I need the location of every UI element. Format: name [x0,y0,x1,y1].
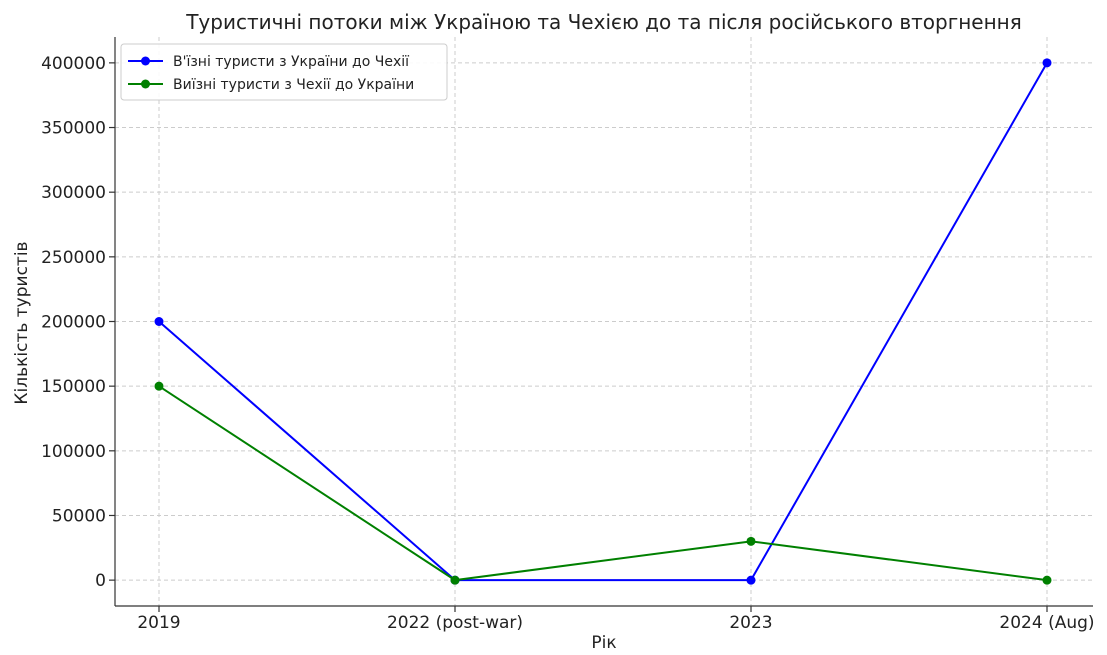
legend-box [120,43,448,101]
y-tick-label: 250000 [41,248,106,268]
data-point [746,536,756,546]
x-tick-label: 2024 (Aug) [999,613,1094,633]
legend-label: Виїзні туристи з Чехії до України [173,77,414,93]
legend: В'їзні туристи з України до Чехії Виїзні … [120,43,448,101]
legend-marker [141,79,150,89]
y-tick-label: 150000 [41,377,106,397]
y-tick-label: 0 [95,571,106,591]
data-point [450,575,460,585]
x-tick-label: 2023 [729,613,772,633]
x-ticks: 2019 2022 (post-war) 2023 2024 (Aug) [137,606,1095,633]
data-point [1042,58,1052,68]
data-point [154,317,164,326]
y-ticks: 0 50000 100000 150000 200000 250000 300000 3500… [41,54,115,591]
data-point [154,381,164,391]
data-point [1042,575,1052,585]
x-tick-label: 2022 (post-war) [387,613,523,633]
chart-title: Туристичні потоки між Україною та Чехією… [185,10,1022,34]
grid [115,37,1093,606]
y-tick-label: 400000 [41,54,106,74]
data-point [746,575,756,585]
axes [114,37,1093,607]
legend-label: В'їзні туристи з України до Чехії [173,54,409,70]
y-tick-label: 350000 [41,119,106,139]
x-tick-label: 2019 [137,613,180,633]
series [154,58,1052,585]
legend-marker [141,56,150,66]
y-tick-label: 100000 [41,442,106,462]
y-tick-label: 300000 [41,183,106,203]
y-tick-label: 50000 [52,506,106,526]
x-axis-label: Рік [591,633,616,651]
y-tick-label: 200000 [41,313,106,333]
y-axis-label: Кількість туристів [12,241,32,404]
series-line-1 [158,385,1048,582]
series-line-0 [158,62,1048,582]
